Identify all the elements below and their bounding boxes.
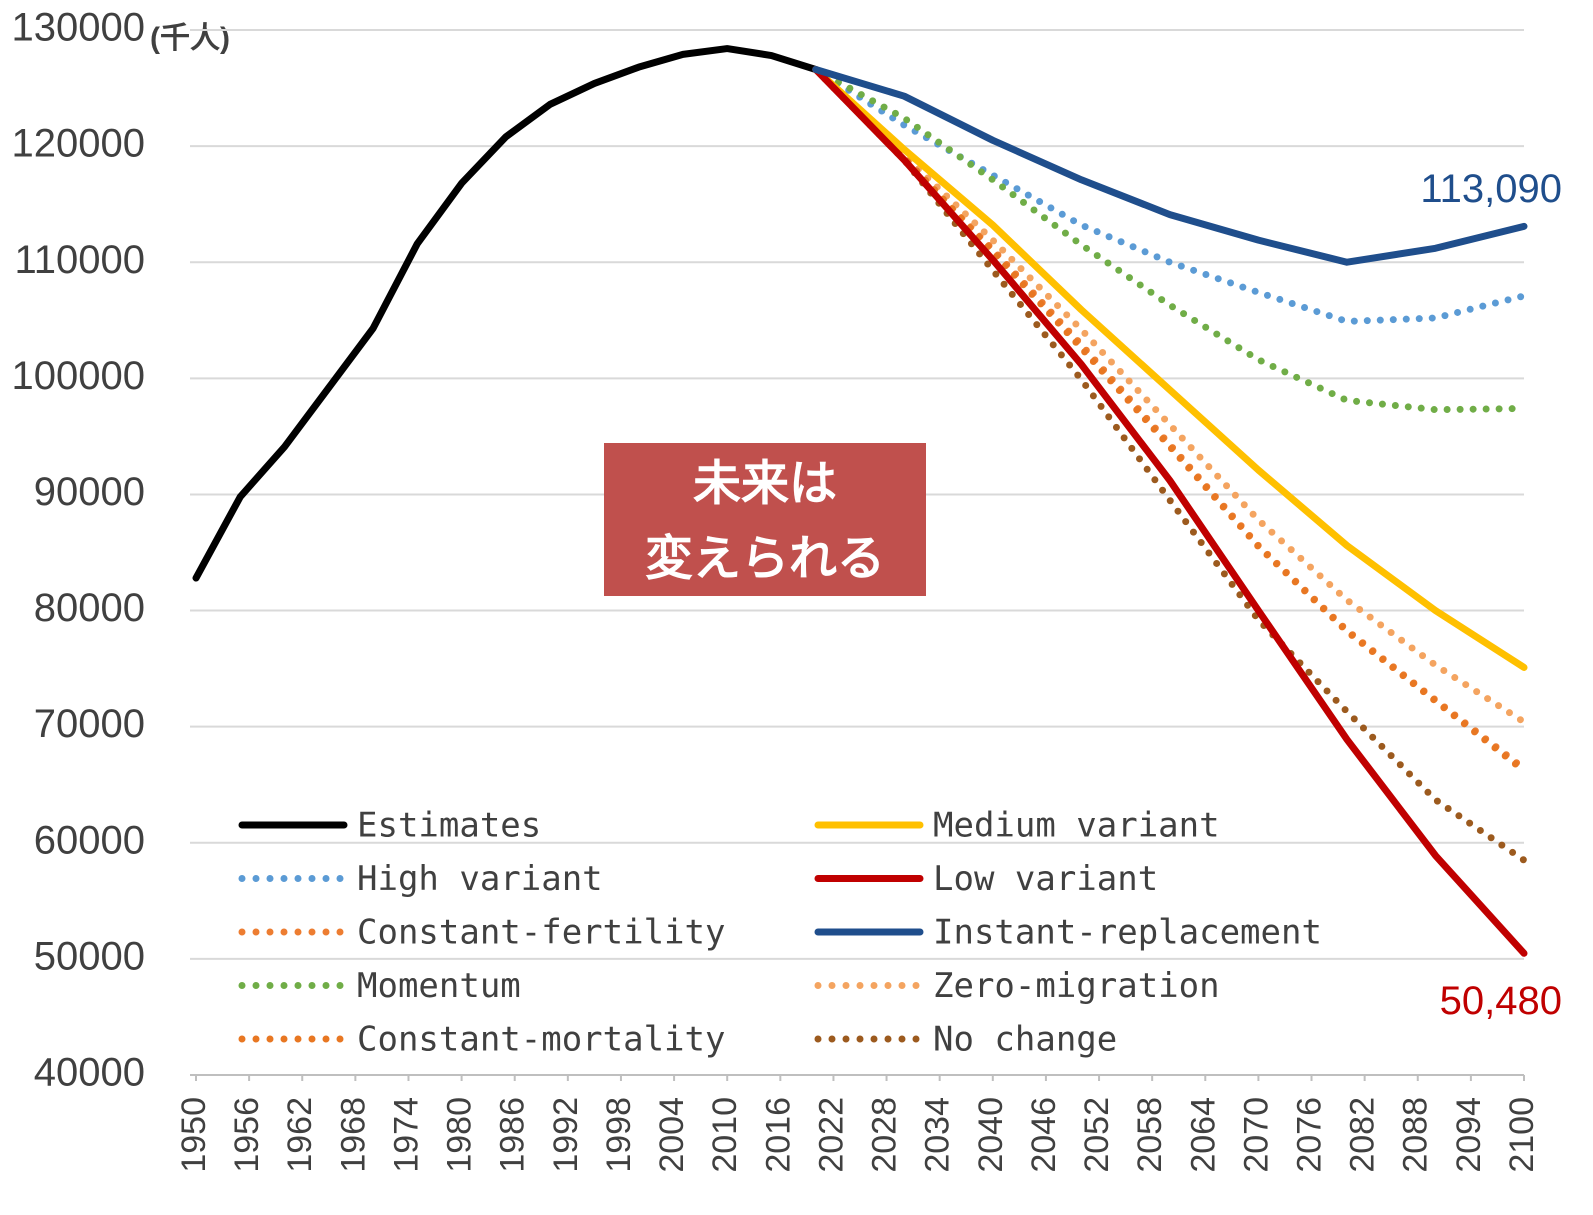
x-tick-label: 2052 xyxy=(1078,1097,1116,1173)
series-line xyxy=(812,65,1528,266)
y-tick-label: 40000 xyxy=(34,1051,145,1095)
y-tick-label: 100000 xyxy=(12,354,145,398)
series-line xyxy=(812,65,1528,775)
x-tick-label: 2016 xyxy=(759,1097,797,1173)
y-tick-label: 120000 xyxy=(12,122,145,166)
x-tick-label: 1980 xyxy=(441,1097,479,1173)
data-label: 113,090 xyxy=(1420,167,1562,211)
legend-label: Momentum xyxy=(357,966,521,1006)
x-tick-label: 1974 xyxy=(387,1097,425,1173)
x-tick-label: 2070 xyxy=(1237,1097,1275,1173)
legend-label: Constant-mortality xyxy=(357,1020,725,1060)
x-tick-label: 2040 xyxy=(972,1097,1010,1173)
x-tick-label: 2046 xyxy=(1025,1097,1063,1173)
annotation-text: 変えられる xyxy=(645,533,885,586)
y-tick-label: 70000 xyxy=(34,702,145,746)
x-tick-label: 2058 xyxy=(1131,1097,1169,1173)
x-tick-label: 2076 xyxy=(1291,1097,1329,1173)
legend-label: Zero-migration xyxy=(933,966,1220,1006)
x-tick-label: 2004 xyxy=(653,1097,691,1173)
legend-label: High variant xyxy=(357,859,603,899)
x-tick-label: 1962 xyxy=(281,1097,319,1173)
x-tick-label: 2094 xyxy=(1450,1097,1488,1173)
legend-label: Instant-replacement xyxy=(933,913,1322,953)
y-tick-label: 90000 xyxy=(34,470,145,514)
x-tick-label: 2082 xyxy=(1344,1097,1382,1173)
x-tick-label: 1986 xyxy=(494,1097,532,1173)
series-line xyxy=(812,65,1528,671)
series-line xyxy=(812,65,1528,325)
series-line xyxy=(812,65,1528,414)
y-tick-label: 80000 xyxy=(34,586,145,630)
x-tick-label: 1968 xyxy=(334,1097,372,1173)
x-tick-label: 1992 xyxy=(547,1097,585,1173)
data-label: 50,480 xyxy=(1440,979,1562,1023)
x-tick-label: 2100 xyxy=(1503,1097,1541,1173)
annotation-box xyxy=(604,443,926,596)
x-tick-label: 2064 xyxy=(1184,1097,1222,1173)
legend-label: Medium variant xyxy=(933,806,1220,846)
x-tick-label: 1998 xyxy=(600,1097,638,1173)
legend-label: Estimates xyxy=(357,806,541,846)
y-tick-label: 110000 xyxy=(14,238,145,282)
y-tick-label: 130000 xyxy=(12,6,145,50)
y-axis-label: (千人) xyxy=(150,22,230,55)
x-tick-label: 2010 xyxy=(706,1097,744,1173)
x-tick-label: 2022 xyxy=(812,1097,850,1173)
series-line xyxy=(812,65,1528,864)
series-line xyxy=(812,65,1528,957)
x-tick-label: 2028 xyxy=(866,1097,904,1173)
x-tick-label: 1950 xyxy=(175,1097,213,1173)
series-line xyxy=(812,65,1528,772)
x-tick-label: 1956 xyxy=(228,1097,266,1173)
x-tick-label: 2034 xyxy=(919,1097,957,1173)
legend-label: No change xyxy=(933,1020,1117,1060)
y-tick-label: 50000 xyxy=(34,934,145,978)
series-line xyxy=(192,45,820,582)
legend-label: Low variant xyxy=(933,859,1158,899)
y-tick-label: 60000 xyxy=(34,818,145,862)
annotation-text: 未来は xyxy=(693,458,837,511)
x-tick-label: 2088 xyxy=(1397,1097,1435,1173)
legend-label: Constant-fertility xyxy=(357,913,725,953)
